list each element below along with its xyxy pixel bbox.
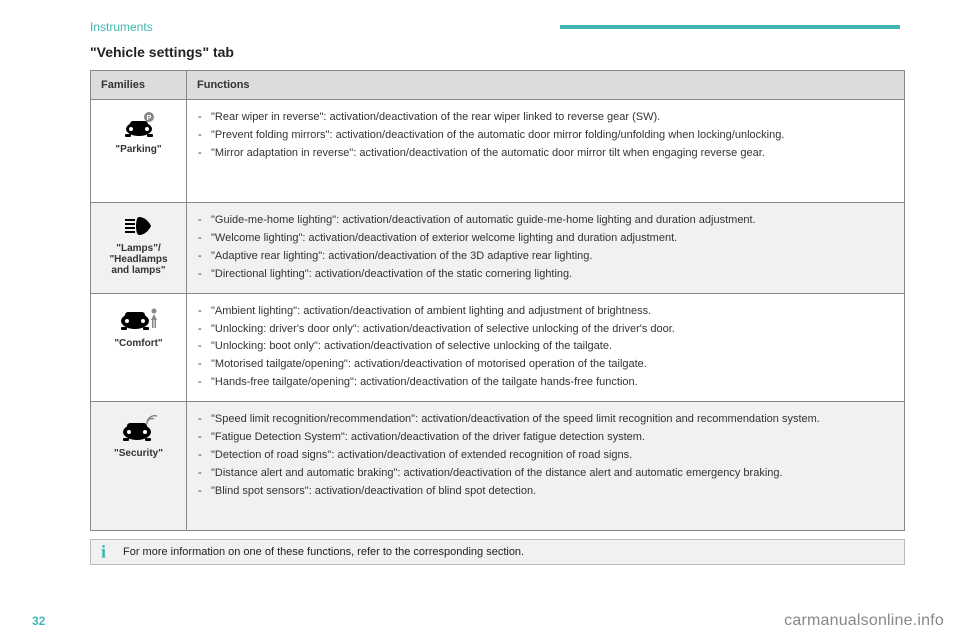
func-item: "Adaptive rear lighting": activation/dea…: [211, 249, 894, 265]
family-cell-comfort: "Comfort": [91, 293, 187, 402]
family-cell-lamps: "Lamps"/ "Headlamps and lamps": [91, 202, 187, 293]
row-comfort: "Comfort" "Ambient lighting": activation…: [91, 293, 905, 402]
comfort-icon: [117, 306, 161, 332]
func-item: "Detection of road signs": activation/de…: [211, 448, 894, 464]
family-cell-security: "Security": [91, 402, 187, 531]
watermark-text: carmanualsonline.info: [784, 612, 944, 630]
func-item: "Welcome lighting": activation/deactivat…: [211, 231, 894, 247]
func-item: "Directional lighting": activation/deact…: [211, 267, 894, 283]
col-header-functions: Functions: [187, 71, 905, 100]
func-item: "Motorised tailgate/opening": activation…: [211, 357, 894, 373]
page-header: Instruments: [0, 0, 960, 40]
info-note: i For more information on one of these f…: [90, 539, 905, 565]
security-icon: [117, 414, 161, 442]
header-accent-bar: [560, 25, 900, 29]
headlamp-icon: [121, 215, 157, 237]
func-item: "Speed limit recognition/recommendation"…: [211, 412, 894, 428]
functions-cell-lamps: "Guide-me-home lighting": activation/dea…: [187, 202, 905, 293]
family-label-lamps: "Lamps"/ "Headlamps and lamps": [101, 243, 176, 276]
func-item: "Hands-free tailgate/opening": activatio…: [211, 375, 894, 391]
func-item: "Mirror adaptation in reverse": activati…: [211, 146, 894, 162]
page-title: "Vehicle settings" tab: [0, 40, 960, 70]
func-item: "Rear wiper in reverse": activation/deac…: [211, 110, 894, 126]
func-item: "Fatigue Detection System": activation/d…: [211, 430, 894, 446]
functions-cell-security: "Speed limit recognition/recommendation"…: [187, 402, 905, 531]
family-label-security: "Security": [114, 448, 163, 459]
func-item: "Guide-me-home lighting": activation/dea…: [211, 213, 894, 229]
section-label: Instruments: [90, 20, 560, 34]
func-item: "Unlocking: driver's door only": activat…: [211, 322, 894, 338]
col-header-families: Families: [91, 71, 187, 100]
content-area: Families Functions P "Parki: [0, 70, 960, 531]
functions-cell-parking: "Rear wiper in reverse": activation/deac…: [187, 100, 905, 203]
row-security: "Security" "Speed limit recognition/reco…: [91, 402, 905, 531]
note-text: For more information on one of these fun…: [123, 546, 524, 558]
family-label-parking: "Parking": [115, 144, 161, 155]
info-icon: i: [101, 541, 106, 562]
func-item: "Prevent folding mirrors": activation/de…: [211, 128, 894, 144]
func-item: "Distance alert and automatic braking": …: [211, 466, 894, 482]
settings-table: Families Functions P "Parki: [90, 70, 905, 531]
row-lamps: "Lamps"/ "Headlamps and lamps" "Guide-me…: [91, 202, 905, 293]
family-cell-parking: P "Parking": [91, 100, 187, 203]
family-label-comfort: "Comfort": [114, 338, 162, 349]
svg-text:P: P: [146, 115, 151, 122]
row-parking: P "Parking" "Rear wiper in reverse": act…: [91, 100, 905, 203]
page-number: 32: [32, 614, 45, 628]
parking-icon: P: [119, 112, 159, 138]
func-item: "Blind spot sensors": activation/deactiv…: [211, 484, 894, 500]
func-item: "Unlocking: boot only": activation/deact…: [211, 339, 894, 355]
func-item: "Ambient lighting": activation/deactivat…: [211, 304, 894, 320]
functions-cell-comfort: "Ambient lighting": activation/deactivat…: [187, 293, 905, 402]
